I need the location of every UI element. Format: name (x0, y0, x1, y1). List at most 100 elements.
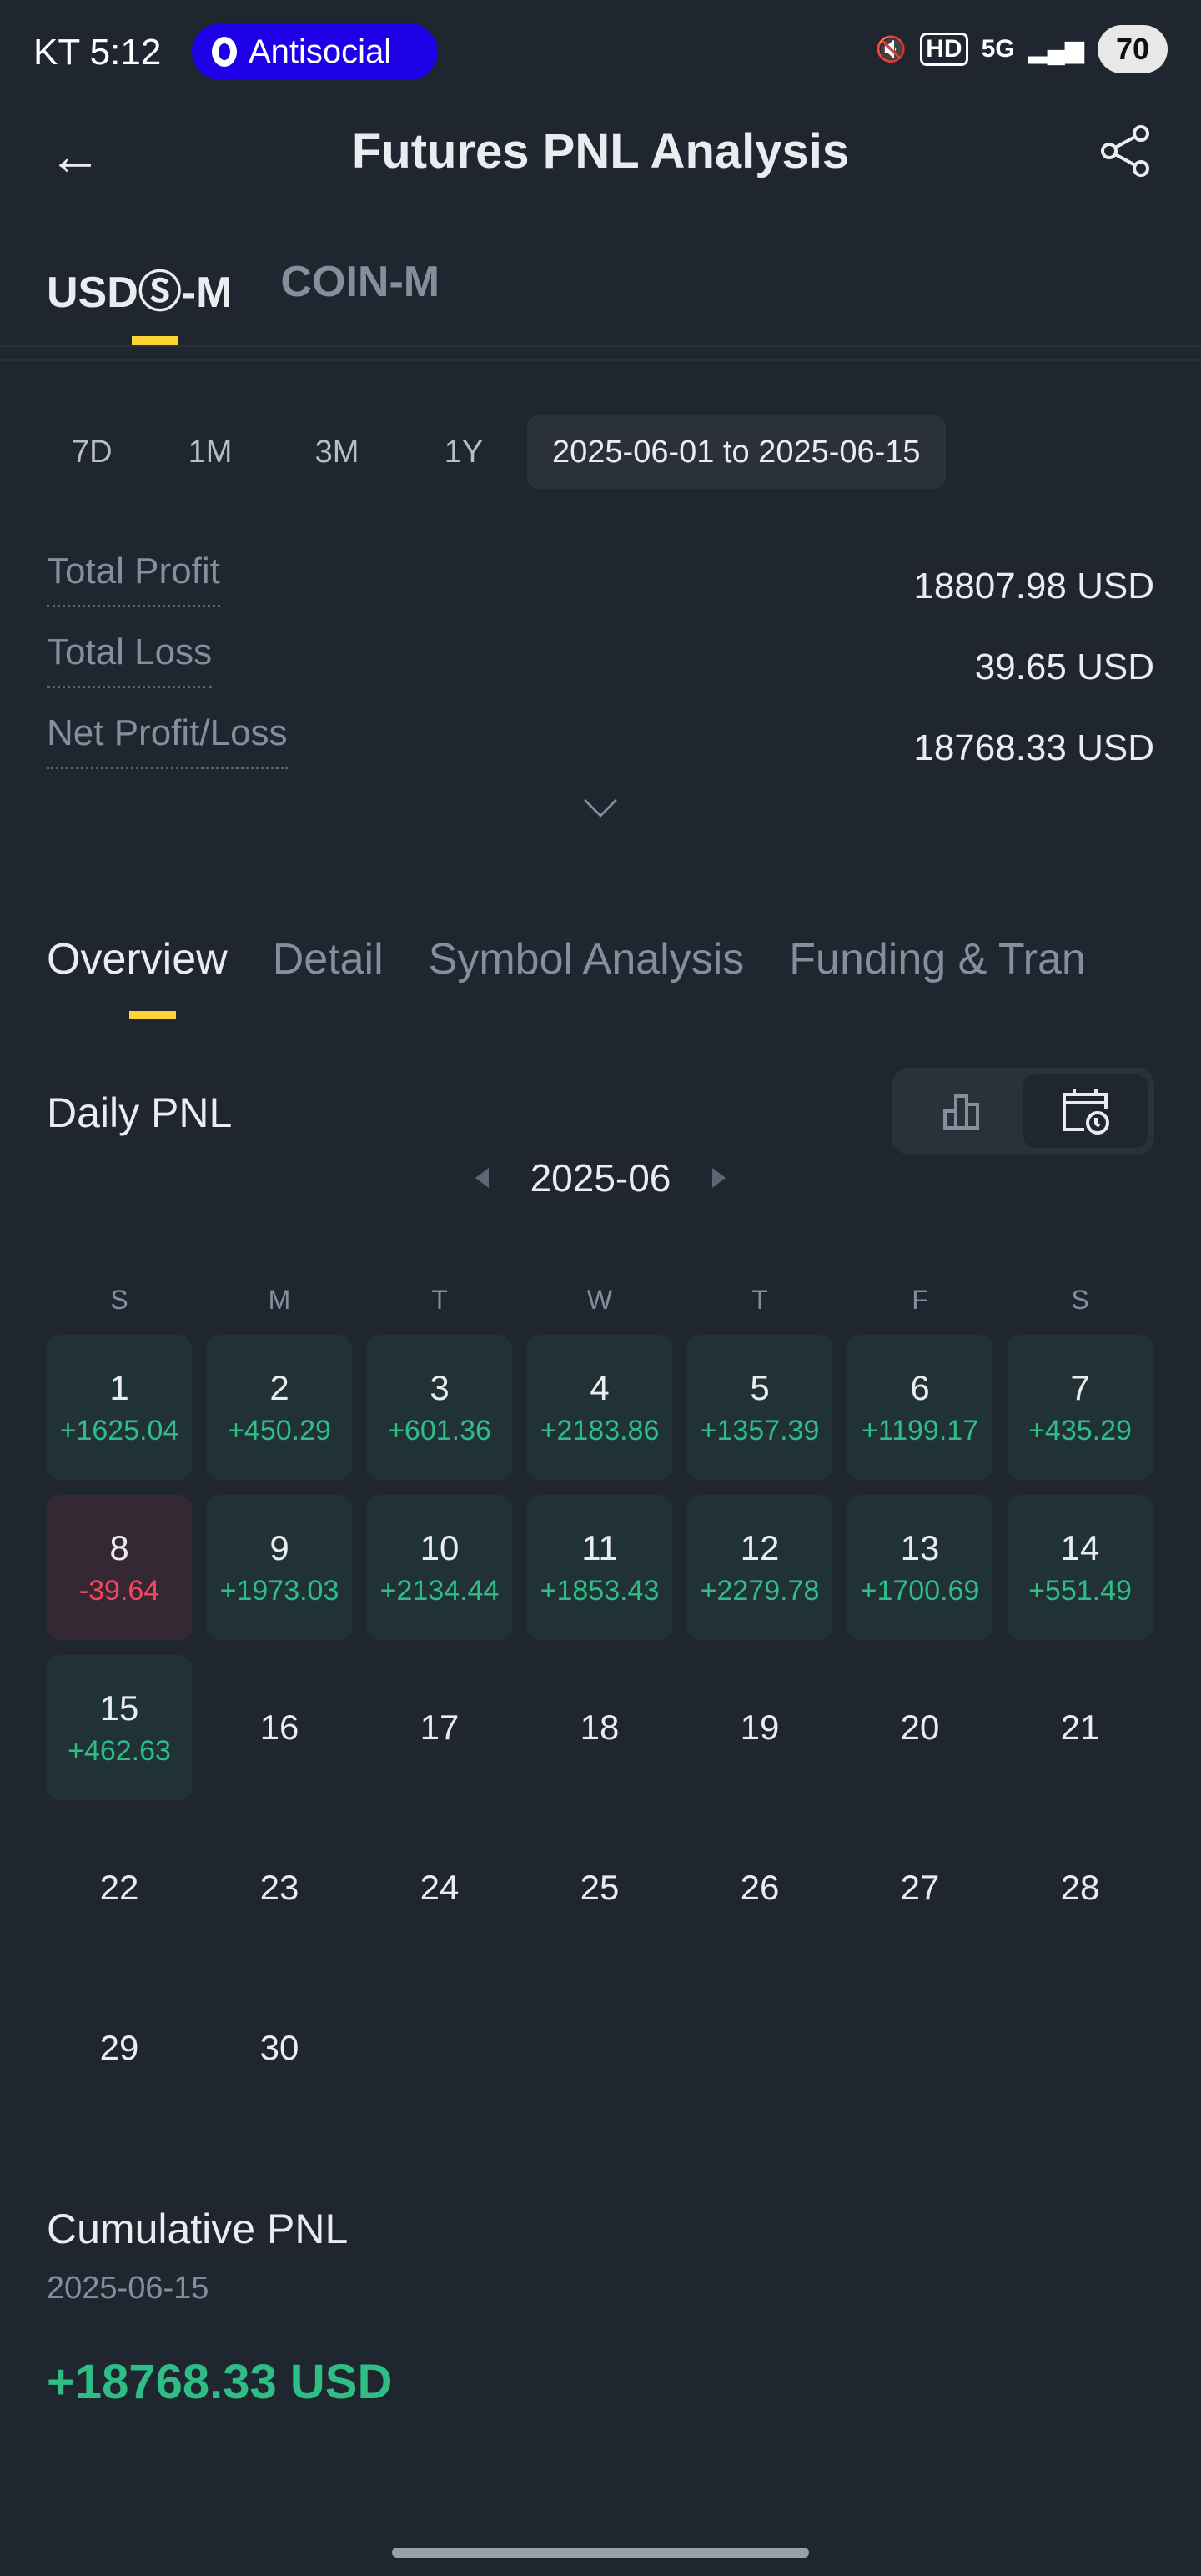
calendar-day[interactable]: 30 (207, 1975, 352, 2121)
calendar-day[interactable]: 9 +1973.03 (207, 1495, 352, 1640)
tab-usds-m[interactable]: USDⓈ-M (47, 269, 233, 317)
day-pnl: +551.49 (1028, 1574, 1132, 1607)
total-loss-label[interactable]: Total Loss (47, 631, 213, 688)
calendar-day[interactable]: 13 +1700.69 (847, 1495, 992, 1640)
calendar-day[interactable]: 28 (1008, 1815, 1153, 1960)
calendar-day[interactable]: 23 (207, 1815, 352, 1960)
calendar-day[interactable]: 7 +435.29 (1008, 1335, 1153, 1480)
calendar-day[interactable]: 19 (687, 1655, 832, 1800)
share-icon[interactable] (1098, 123, 1153, 183)
app-pill-label: Antisocial (249, 33, 392, 70)
day-number: 28 (1060, 1868, 1100, 1907)
day-number: 15 (99, 1688, 139, 1728)
tab-overview[interactable]: Overview (47, 935, 228, 984)
daily-pnl-title: Daily PNL (47, 1089, 233, 1136)
day-pnl: +1625.04 (59, 1414, 179, 1446)
calendar-clock-icon (1062, 1089, 1109, 1135)
day-pnl: +2134.44 (379, 1574, 500, 1607)
calendar-day[interactable]: 11 +1853.43 (527, 1495, 672, 1640)
day-pnl: +462.63 (68, 1734, 171, 1767)
market-tabs: USDⓈ-M COIN-M (47, 257, 440, 319)
status-time: KT 5:12 (33, 32, 162, 73)
calendar-day[interactable]: 29 (47, 1975, 192, 2121)
day-number: 24 (420, 1868, 460, 1907)
calendar-day[interactable]: 27 (847, 1815, 992, 1960)
day-number: 5 (750, 1367, 770, 1407)
bar-chart-view-button[interactable] (899, 1074, 1023, 1148)
calendar-day[interactable]: 3 +601.36 (367, 1335, 512, 1480)
calendar-day[interactable]: 4 +2183.86 (527, 1335, 672, 1480)
status-bar: KT 5:12 Antisocial 🔇 HD 5G ▂▄▆ 70 (0, 0, 1201, 100)
calendar-view-button[interactable] (1023, 1074, 1148, 1148)
mute-icon: 🔇 (875, 35, 907, 63)
day-number: 6 (910, 1367, 930, 1407)
battery-icon: 70 (1098, 25, 1168, 73)
status-icons: 🔇 HD 5G ▂▄▆ 70 (876, 25, 1168, 73)
calendar-day[interactable]: 15 +462.63 (47, 1655, 192, 1800)
calendar-day[interactable]: 1 +1625.04 (47, 1335, 192, 1480)
calendar-day[interactable]: 26 (687, 1815, 832, 1960)
calendar-day[interactable]: 2 +450.29 (207, 1335, 352, 1480)
calendar-day[interactable]: 20 (847, 1655, 992, 1800)
hd-icon: HD (920, 33, 968, 66)
calendar-day[interactable]: 10 +2134.44 (367, 1495, 512, 1640)
day-pnl: +601.36 (388, 1414, 491, 1446)
weekday-label: F (912, 1285, 928, 1315)
net-pnl-label[interactable]: Net Profit/Loss (47, 712, 288, 769)
weekday-label: T (751, 1285, 768, 1315)
weekday-label: M (268, 1285, 291, 1315)
tab-coin-m[interactable]: COIN-M (280, 258, 440, 306)
day-pnl: +1700.69 (860, 1574, 980, 1607)
day-pnl: +1357.39 (700, 1414, 820, 1446)
day-number: 1 (109, 1367, 129, 1407)
range-1m[interactable]: 1M (188, 434, 233, 470)
day-number: 30 (259, 2028, 299, 2067)
total-loss-value: 39.65 USD (974, 647, 1154, 687)
calendar-day[interactable]: 25 (527, 1815, 672, 1960)
next-month-icon[interactable] (712, 1168, 726, 1188)
app-pill[interactable]: Antisocial (192, 23, 438, 80)
prev-month-icon[interactable] (475, 1168, 489, 1188)
calendar-day[interactable]: 6 +1199.17 (847, 1335, 992, 1480)
tab-detail[interactable]: Detail (272, 935, 384, 984)
bar-chart-icon (942, 1094, 979, 1130)
day-pnl: +1853.43 (540, 1574, 660, 1607)
day-number: 12 (740, 1527, 780, 1567)
range-selector: 7D 1M 3M 1Y 2025-06-01 to 2025-06-15 (47, 415, 946, 489)
calendar-day[interactable]: 22 (47, 1815, 192, 1960)
calendar-day[interactable]: 12 +2279.78 (687, 1495, 832, 1640)
calendar-day[interactable]: 16 (207, 1655, 352, 1800)
day-pnl: +2279.78 (700, 1574, 820, 1607)
network-icon: 5G (981, 35, 1015, 63)
app-pill-icon (212, 37, 237, 67)
day-pnl: +1973.03 (219, 1574, 339, 1607)
tab-indicator (129, 1011, 176, 1019)
calendar-day[interactable]: 21 (1008, 1655, 1153, 1800)
day-number: 13 (900, 1527, 940, 1567)
range-7d[interactable]: 7D (72, 434, 113, 470)
calendar-day[interactable]: 17 (367, 1655, 512, 1800)
tab-symbol-analysis[interactable]: Symbol Analysis (428, 935, 745, 984)
back-arrow-icon[interactable]: ← (48, 126, 102, 186)
day-pnl: +2183.86 (540, 1414, 660, 1446)
day-number: 7 (1070, 1367, 1090, 1407)
weekday-label: T (431, 1285, 448, 1315)
range-3m[interactable]: 3M (314, 434, 359, 470)
range-custom[interactable]: 2025-06-01 to 2025-06-15 (527, 415, 946, 489)
calendar-day[interactable]: 24 (367, 1815, 512, 1960)
calendar-day[interactable]: 18 (527, 1655, 672, 1800)
day-number: 27 (900, 1868, 940, 1907)
day-number: 2 (269, 1367, 289, 1407)
chevron-down-icon[interactable] (584, 784, 617, 818)
home-indicator[interactable] (392, 2548, 809, 2558)
cumulative-pnl-value: +18768.33 USD (47, 2355, 393, 2409)
divider (0, 345, 1201, 347)
range-1y[interactable]: 1Y (444, 434, 484, 470)
calendar-day[interactable]: 5 +1357.39 (687, 1335, 832, 1480)
summary-row: Net Profit/Loss 18768.33 USD (47, 712, 1154, 769)
calendar-day[interactable]: 14 +551.49 (1008, 1495, 1153, 1640)
total-profit-label[interactable]: Total Profit (47, 551, 220, 607)
tab-funding-transfer[interactable]: Funding & Tran (789, 935, 1086, 984)
tab-indicator (132, 336, 178, 345)
calendar-day[interactable]: 8 -39.64 (47, 1495, 192, 1640)
